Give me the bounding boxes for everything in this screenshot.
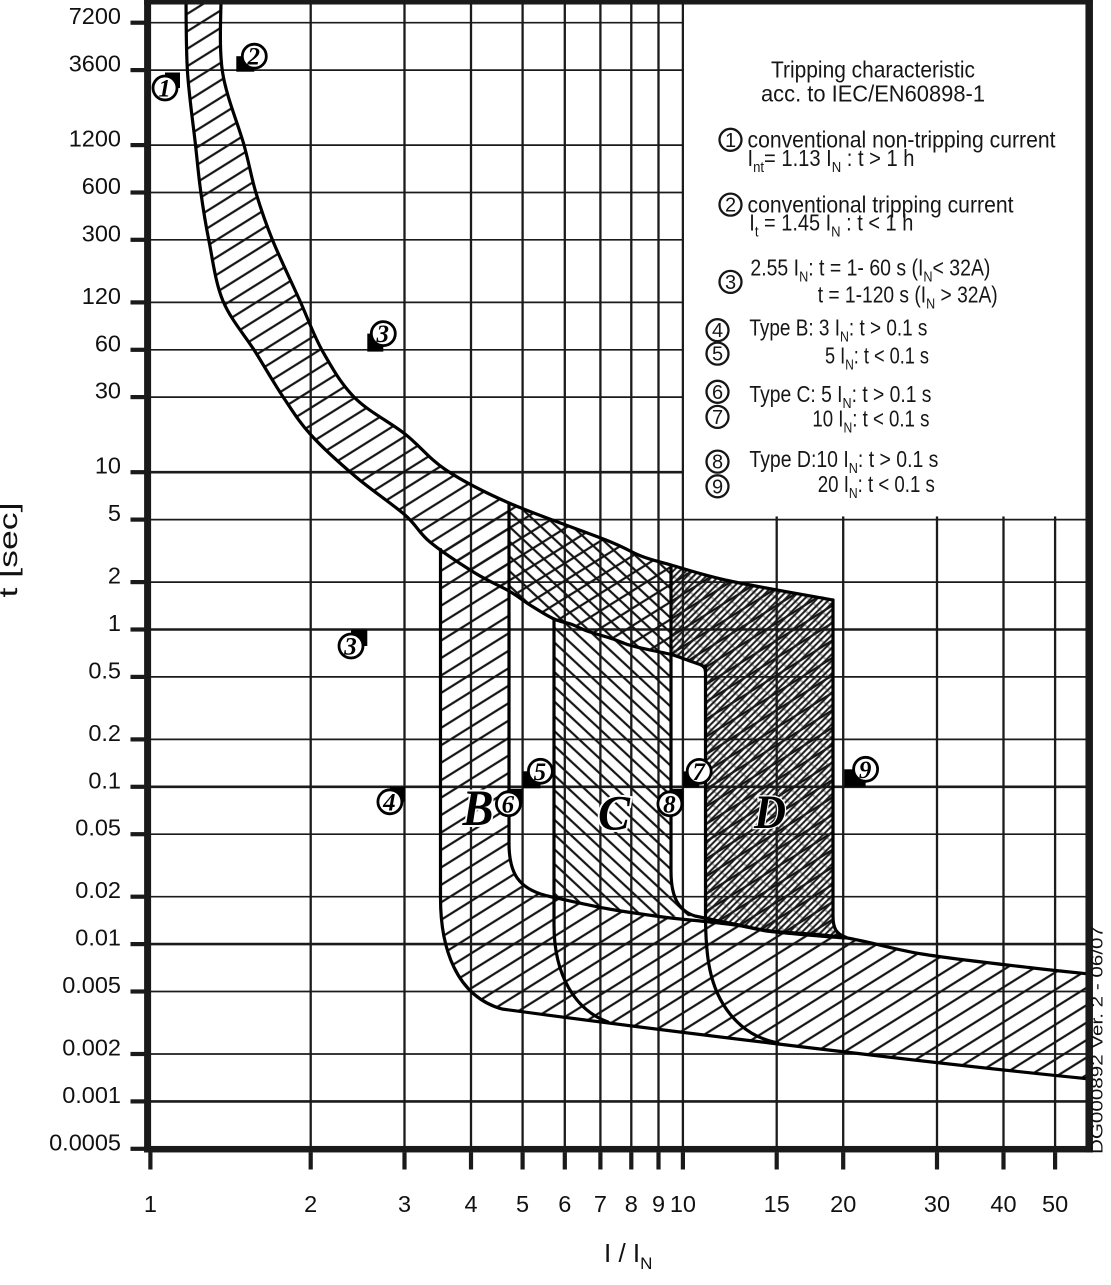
svg-text:10: 10	[95, 453, 121, 479]
svg-text:50: 50	[1042, 1191, 1068, 1217]
svg-text:6: 6	[558, 1191, 571, 1217]
svg-text:30: 30	[95, 378, 121, 404]
svg-text:2: 2	[108, 563, 121, 589]
svg-text:600: 600	[82, 173, 121, 199]
svg-text:0.1: 0.1	[88, 767, 121, 793]
svg-text:2: 2	[725, 195, 736, 217]
svg-text:9: 9	[712, 476, 723, 498]
svg-text:C: C	[598, 785, 631, 841]
svg-text:60: 60	[95, 330, 121, 356]
svg-text:t [sec]: t [sec]	[0, 503, 23, 598]
svg-text:Type C: 5 IN: t > 0.1 s: Type C: 5 IN: t > 0.1 s	[749, 381, 931, 412]
svg-text:1: 1	[144, 1191, 157, 1217]
svg-text:3: 3	[376, 321, 390, 348]
svg-text:10: 10	[670, 1191, 696, 1217]
svg-text:7200: 7200	[69, 3, 121, 29]
svg-text:40: 40	[990, 1191, 1016, 1217]
svg-text:0.05: 0.05	[75, 815, 121, 841]
svg-text:5: 5	[108, 500, 121, 526]
svg-text:6: 6	[712, 382, 723, 404]
svg-text:t = 1-120 s (IN > 32A): t = 1-120 s (IN > 32A)	[818, 282, 998, 313]
svg-text:8: 8	[712, 452, 723, 474]
svg-text:Type D:10 IN: t > 0.1 s: Type D:10 IN: t > 0.1 s	[749, 446, 938, 477]
svg-text:0.2: 0.2	[88, 720, 121, 746]
svg-text:Type B: 3 IN: t > 0.1 s: Type B: 3 IN: t > 0.1 s	[749, 315, 927, 346]
svg-text:5: 5	[534, 759, 547, 786]
svg-text:7: 7	[712, 407, 723, 429]
svg-text:0.01: 0.01	[75, 925, 121, 951]
svg-text:0.5: 0.5	[88, 657, 121, 683]
svg-text:120: 120	[82, 283, 121, 309]
svg-text:9: 9	[652, 1191, 665, 1217]
svg-text:0.0005: 0.0005	[49, 1129, 121, 1155]
svg-text:10 IN: t < 0.1 s: 10 IN: t < 0.1 s	[812, 405, 929, 436]
svg-text:1200: 1200	[69, 126, 121, 152]
svg-text:D: D	[753, 786, 786, 839]
svg-text:300: 300	[82, 220, 121, 246]
svg-text:30: 30	[924, 1191, 950, 1217]
svg-text:Tripping characteristic: Tripping characteristic	[771, 57, 975, 83]
svg-text:1: 1	[725, 130, 736, 152]
svg-text:8: 8	[625, 1191, 638, 1217]
svg-text:7: 7	[594, 1191, 607, 1217]
svg-text:B: B	[462, 781, 494, 837]
svg-text:0.001: 0.001	[62, 1082, 121, 1108]
svg-text:0.005: 0.005	[62, 972, 121, 998]
svg-text:It = 1.45 IN : t < 1 h: It = 1.45 IN : t < 1 h	[749, 210, 913, 241]
svg-text:DG000892 Ver. 2 - 06/07: DG000892 Ver. 2 - 06/07	[1087, 926, 1106, 1154]
svg-text:6: 6	[502, 791, 515, 818]
svg-text:8: 8	[663, 791, 676, 818]
svg-text:5 IN: t < 0.1 s: 5 IN: t < 0.1 s	[825, 343, 929, 374]
svg-text:acc. to IEC/EN60898-1: acc. to IEC/EN60898-1	[761, 81, 985, 107]
svg-text:3: 3	[343, 634, 357, 661]
svg-text:4: 4	[382, 789, 396, 816]
svg-text:3: 3	[725, 272, 736, 294]
svg-text:4: 4	[712, 320, 723, 342]
svg-text:2: 2	[304, 1191, 317, 1217]
svg-text:2.55 IN: t = 1- 60 s (IN< 32A): 2.55 IN: t = 1- 60 s (IN< 32A)	[750, 255, 990, 286]
svg-text:5: 5	[712, 344, 723, 366]
svg-text:0.002: 0.002	[62, 1035, 121, 1061]
svg-text:20: 20	[830, 1191, 856, 1217]
svg-text:9: 9	[859, 757, 872, 784]
svg-text:20 IN: t < 0.1 s: 20 IN: t < 0.1 s	[818, 471, 935, 502]
svg-text:3600: 3600	[69, 51, 121, 77]
svg-text:0.02: 0.02	[75, 877, 121, 903]
svg-text:1: 1	[108, 610, 121, 636]
svg-text:7: 7	[692, 759, 706, 786]
svg-text:Int= 1.13 IN : t > 1 h: Int= 1.13 IN : t > 1 h	[748, 145, 915, 176]
svg-text:conventional tripping current: conventional tripping current	[748, 192, 1015, 218]
svg-text:4: 4	[464, 1191, 477, 1217]
svg-text:3: 3	[398, 1191, 411, 1217]
svg-text:2: 2	[247, 44, 261, 71]
svg-text:1: 1	[158, 76, 171, 103]
svg-text:15: 15	[764, 1191, 790, 1217]
svg-text:5: 5	[516, 1191, 529, 1217]
svg-text:conventional non-tripping curr: conventional non-tripping current	[748, 127, 1057, 153]
